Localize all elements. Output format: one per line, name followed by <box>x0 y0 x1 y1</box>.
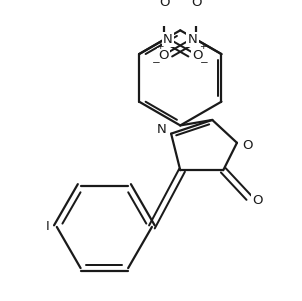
Text: I: I <box>46 220 50 234</box>
Text: O: O <box>192 49 202 62</box>
Text: −: − <box>152 58 160 68</box>
Text: N: N <box>163 33 173 46</box>
Text: N: N <box>188 33 197 46</box>
Text: N: N <box>157 123 167 135</box>
Text: O: O <box>191 0 201 9</box>
Text: O: O <box>159 0 170 9</box>
Text: O: O <box>253 194 263 207</box>
Text: O: O <box>243 139 253 152</box>
Text: +: + <box>199 42 206 51</box>
Text: O: O <box>158 49 169 62</box>
Text: +: + <box>156 42 164 51</box>
Text: −: − <box>200 58 209 68</box>
